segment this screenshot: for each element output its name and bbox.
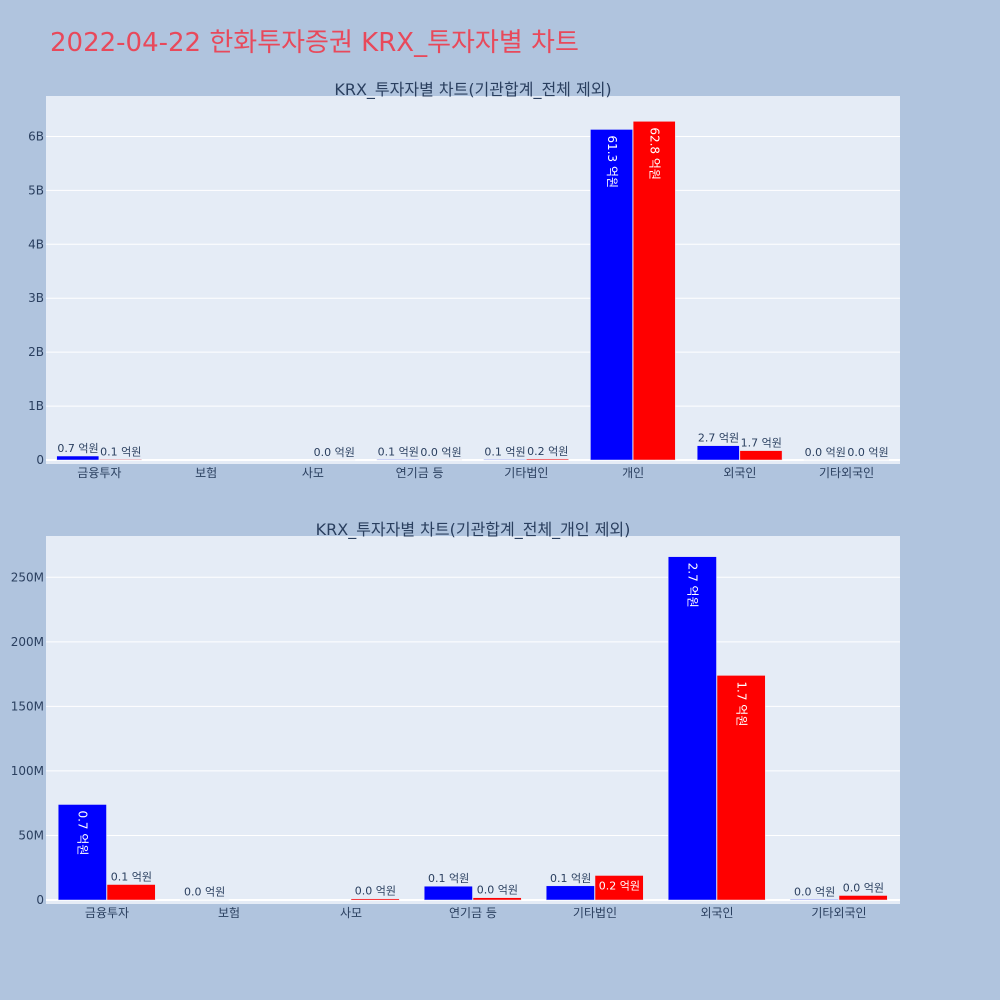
chart2-bar [545, 885, 595, 901]
chart2-data-label: 2.7 억원 [686, 563, 700, 608]
chart2-xtick-label: 보험 [218, 906, 240, 920]
chart1-data-label: 0.0 억원 [805, 446, 846, 459]
chart1-bar [526, 458, 569, 461]
chart1-bar [696, 445, 740, 461]
chart1-data-label: 1.7 억원 [741, 437, 782, 450]
chart1-data-label: 2.7 억원 [698, 432, 739, 445]
chart2-xtick-label: 연기금 등 [449, 906, 497, 920]
chart2-data-label: 0.7 억원 [76, 810, 90, 855]
chart2-ytick-label: 150M [11, 699, 44, 713]
chart1-bar [99, 459, 142, 461]
chart2-bar [838, 895, 888, 901]
chart2-ytick-label: 50M [18, 828, 44, 842]
chart2-bar [106, 884, 156, 901]
chart1-xtick-label: 개인 [622, 466, 644, 480]
chart2-bar [594, 875, 644, 901]
chart1-bar [56, 455, 100, 461]
chart1-data-label: 0.1 억원 [484, 445, 525, 458]
page-title: 2022-04-22 한화투자증권 KRX_투자자별 차트 [50, 28, 579, 58]
chart1-data-label: 0.1 억원 [100, 445, 141, 458]
chart1-data-label: 62.8 억원 [647, 127, 661, 180]
chart1-xtick-label: 보험 [195, 466, 217, 480]
chart2-bar [716, 675, 766, 901]
chart1-bar [483, 459, 527, 461]
chart2-bar [423, 885, 473, 901]
chart1-ytick-label: 6B [28, 129, 44, 143]
chart1-ytick-label: 1B [28, 399, 44, 413]
chart2-bar [789, 899, 839, 901]
chart1-data-label: 0.1 억원 [378, 445, 419, 458]
chart2-data-label: 0.0 억원 [843, 881, 884, 894]
chart1-xtick-label: 기타외국인 [819, 466, 874, 480]
chart1-bar [590, 129, 633, 461]
chart2-xtick-label: 사모 [340, 906, 362, 920]
chart2-bar [472, 897, 522, 901]
chart1-title: KRX_투자자별 차트(기관합계_전체 제외) [334, 80, 611, 100]
chart2-data-label: 0.0 억원 [477, 884, 518, 897]
chart2-data-label: 1.7 억원 [734, 681, 748, 726]
chart2-bar [350, 898, 400, 901]
chart2-data-label: 0.1 억원 [111, 871, 152, 884]
chart1-data-label: 61.3 억원 [605, 135, 619, 188]
chart1-data-label: 0.0 억원 [314, 446, 355, 459]
chart1-ytick-label: 5B [28, 183, 44, 197]
chart2-xtick-label: 금융투자 [85, 906, 129, 920]
chart2-data-label: 0.0 억원 [184, 886, 225, 899]
chart2-bar [57, 804, 107, 901]
chart2-bar [667, 556, 717, 901]
chart2-ytick-label: 250M [11, 570, 44, 584]
chart2-data-label: 0.1 억원 [550, 872, 591, 885]
chart1-xtick-label: 기타법인 [504, 466, 548, 480]
chart1-xtick-label: 사모 [302, 466, 324, 480]
chart2-xtick-label: 기타외국인 [811, 906, 866, 920]
chart2-ytick-label: 100M [11, 764, 44, 778]
chart2-data-label: 0.1 억원 [428, 872, 469, 885]
chart1-bar [376, 459, 420, 461]
chart2-xtick-label: 외국인 [700, 906, 733, 920]
chart1-xtick-label: 외국인 [723, 466, 756, 480]
chart1-data-label: 0.0 억원 [420, 446, 461, 459]
chart2-xtick-label: 기타법인 [573, 906, 617, 920]
chart1-ytick-label: 3B [28, 291, 44, 305]
chart2-plot-area [46, 536, 900, 904]
chart2-data-label: 0.0 억원 [355, 885, 396, 898]
chart2-ytick-label: 200M [11, 635, 44, 649]
chart2-data-label: 0.2 억원 [599, 879, 640, 892]
chart1-xtick-label: 연기금 등 [396, 466, 444, 480]
chart1-data-label: 0.2 억원 [527, 445, 568, 458]
chart2-title: KRX_투자자별 차트(기관합계_전체_개인 제외) [316, 520, 631, 540]
chart2-data-label: 0.0 억원 [794, 885, 835, 898]
chart1-xtick-label: 금융투자 [77, 466, 121, 480]
chart1-data-label: 0.7 억원 [57, 442, 98, 455]
chart2-ytick-label: 0 [36, 893, 44, 907]
chart1-ytick-label: 4B [28, 237, 44, 251]
chart1-ytick-label: 0 [36, 453, 44, 467]
chart1-plot-area [46, 96, 900, 464]
chart1-ytick-label: 2B [28, 345, 44, 359]
chart1-data-label: 0.0 억원 [847, 446, 888, 459]
chart1-bar [632, 121, 676, 461]
chart1-bar [739, 450, 783, 461]
